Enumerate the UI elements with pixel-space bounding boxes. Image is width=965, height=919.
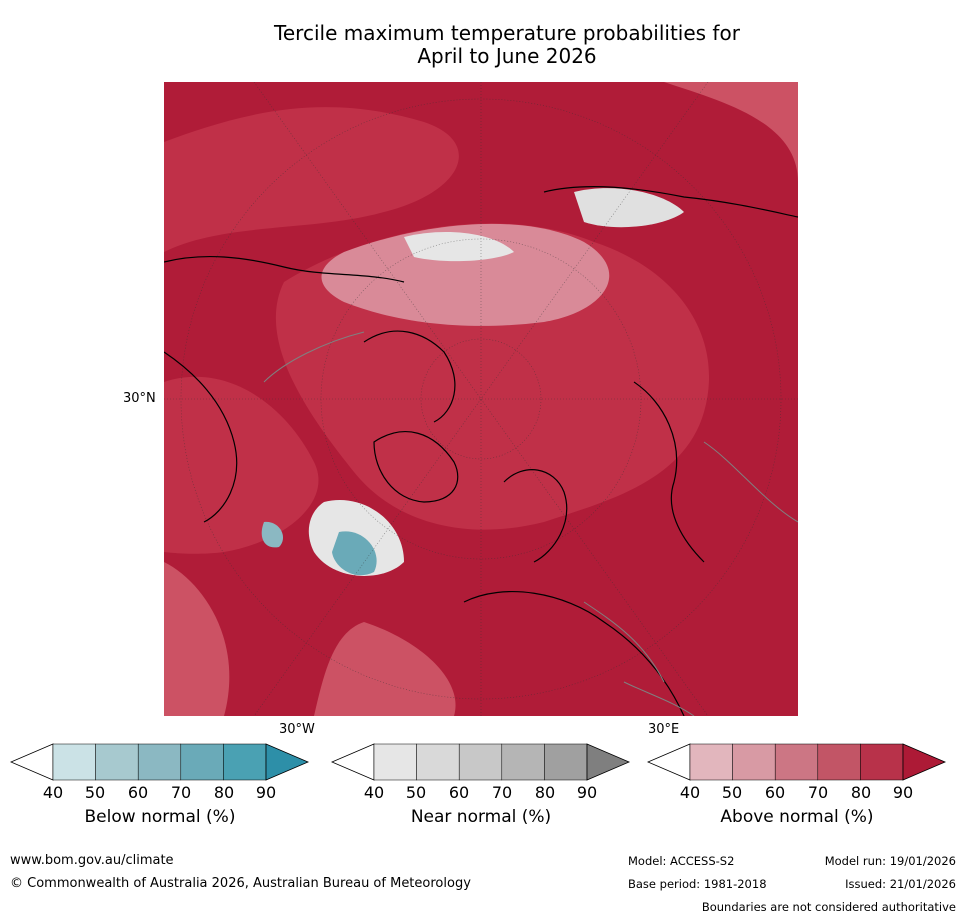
below-normal-patch-1 bbox=[332, 531, 377, 576]
legend-near-label: Near normal (%) bbox=[410, 807, 552, 827]
chart-title: Tercile maximum temperature probabilitie… bbox=[160, 22, 854, 68]
footer-issued: Issued: 21/01/2026 bbox=[845, 877, 956, 891]
legend-above-label: Above normal (%) bbox=[720, 807, 874, 827]
colorbar-segment bbox=[544, 743, 588, 781]
colorbar-extend-low bbox=[330, 743, 375, 781]
tick: 40 bbox=[363, 783, 385, 802]
legend-below-normal: 40 50 60 70 80 90 Below normal (%) bbox=[9, 743, 310, 827]
tick: 40 bbox=[679, 783, 701, 802]
colorbar-segment bbox=[774, 743, 819, 781]
probability-map bbox=[164, 82, 798, 716]
colorbar-segment bbox=[860, 743, 904, 781]
above-normal-80-region-america bbox=[164, 376, 319, 554]
above-normal-70-region-atlantic bbox=[314, 622, 456, 716]
colorbar-segment bbox=[52, 743, 96, 781]
colorbar-below-ticks: 40 50 60 70 80 90 bbox=[10, 783, 310, 803]
colorbar-extend-low bbox=[9, 743, 54, 781]
colorbar-segment bbox=[180, 743, 224, 781]
near-normal-patch-siberia bbox=[574, 188, 684, 228]
colorbar-near bbox=[330, 743, 631, 781]
tick: 90 bbox=[892, 783, 914, 802]
above-normal-80-region-north bbox=[164, 107, 459, 252]
tick: 60 bbox=[127, 783, 149, 802]
tick: 70 bbox=[170, 783, 192, 802]
tick: 40 bbox=[42, 783, 64, 802]
lon-label-30w: 30°W bbox=[279, 722, 315, 737]
tick: 60 bbox=[764, 783, 786, 802]
title-line-1: Tercile maximum temperature probabilitie… bbox=[274, 21, 740, 45]
footer-url: www.bom.gov.au/climate bbox=[10, 853, 174, 868]
footer-copyright: © Commonwealth of Australia 2026, Austra… bbox=[10, 876, 471, 891]
colorbar-segment bbox=[137, 743, 182, 781]
lat-label-30n: 30°N bbox=[123, 391, 156, 406]
footer-disclaimer: Boundaries are not considered authoritat… bbox=[701, 900, 956, 914]
colorbar-below bbox=[9, 743, 310, 781]
tick: 70 bbox=[807, 783, 829, 802]
tick: 50 bbox=[405, 783, 427, 802]
colorbar-segment bbox=[416, 743, 460, 781]
colorbar-extend-high bbox=[265, 743, 310, 781]
colorbar-above bbox=[646, 743, 947, 781]
colorbar-segment bbox=[501, 743, 545, 781]
colorbar-near-ticks: 40 50 60 70 80 90 bbox=[331, 783, 631, 803]
tick: 80 bbox=[534, 783, 556, 802]
colorbar-segment bbox=[732, 743, 776, 781]
map-svg bbox=[164, 82, 798, 716]
tick: 80 bbox=[213, 783, 235, 802]
legend-above-normal: 40 50 60 70 80 90 Above normal (%) bbox=[646, 743, 947, 827]
below-normal-patch-2 bbox=[261, 521, 284, 548]
colorbar-segment bbox=[373, 743, 417, 781]
footer-base-period: Base period: 1981-2018 bbox=[628, 877, 767, 891]
graticule bbox=[164, 82, 798, 716]
colorbar-segment bbox=[223, 743, 267, 781]
footer-model: Model: ACCESS-S2 bbox=[628, 854, 735, 868]
legend-below-label: Below normal (%) bbox=[84, 807, 236, 827]
colorbar-segment bbox=[689, 743, 733, 781]
colorbar-segment bbox=[817, 743, 861, 781]
colorbar-above-ticks: 40 50 60 70 80 90 bbox=[647, 783, 947, 803]
colorbar-extend-high bbox=[586, 743, 631, 781]
tick: 70 bbox=[491, 783, 513, 802]
tick: 80 bbox=[850, 783, 872, 802]
tick: 90 bbox=[576, 783, 598, 802]
coastlines bbox=[164, 185, 798, 716]
lon-label-30e: 30°E bbox=[648, 722, 680, 737]
above-normal-60-region-arctic bbox=[321, 223, 610, 326]
footer-model-run: Model run: 19/01/2026 bbox=[824, 854, 956, 868]
colorbar-segment bbox=[458, 743, 503, 781]
country-borders bbox=[263, 331, 798, 716]
tick: 50 bbox=[721, 783, 743, 802]
legend-near-normal: 40 50 60 70 80 90 Near normal (%) bbox=[330, 743, 631, 827]
tick: 60 bbox=[448, 783, 470, 802]
above-normal-70-region-pacific bbox=[164, 562, 230, 716]
tick: 90 bbox=[255, 783, 277, 802]
tick: 50 bbox=[84, 783, 106, 802]
above-normal-70-region-northeast bbox=[664, 82, 798, 182]
colorbar-extend-high bbox=[902, 743, 947, 781]
colorbar-extend-low bbox=[646, 743, 691, 781]
colorbar-segment bbox=[95, 743, 139, 781]
title-line-2: April to June 2026 bbox=[417, 44, 597, 68]
